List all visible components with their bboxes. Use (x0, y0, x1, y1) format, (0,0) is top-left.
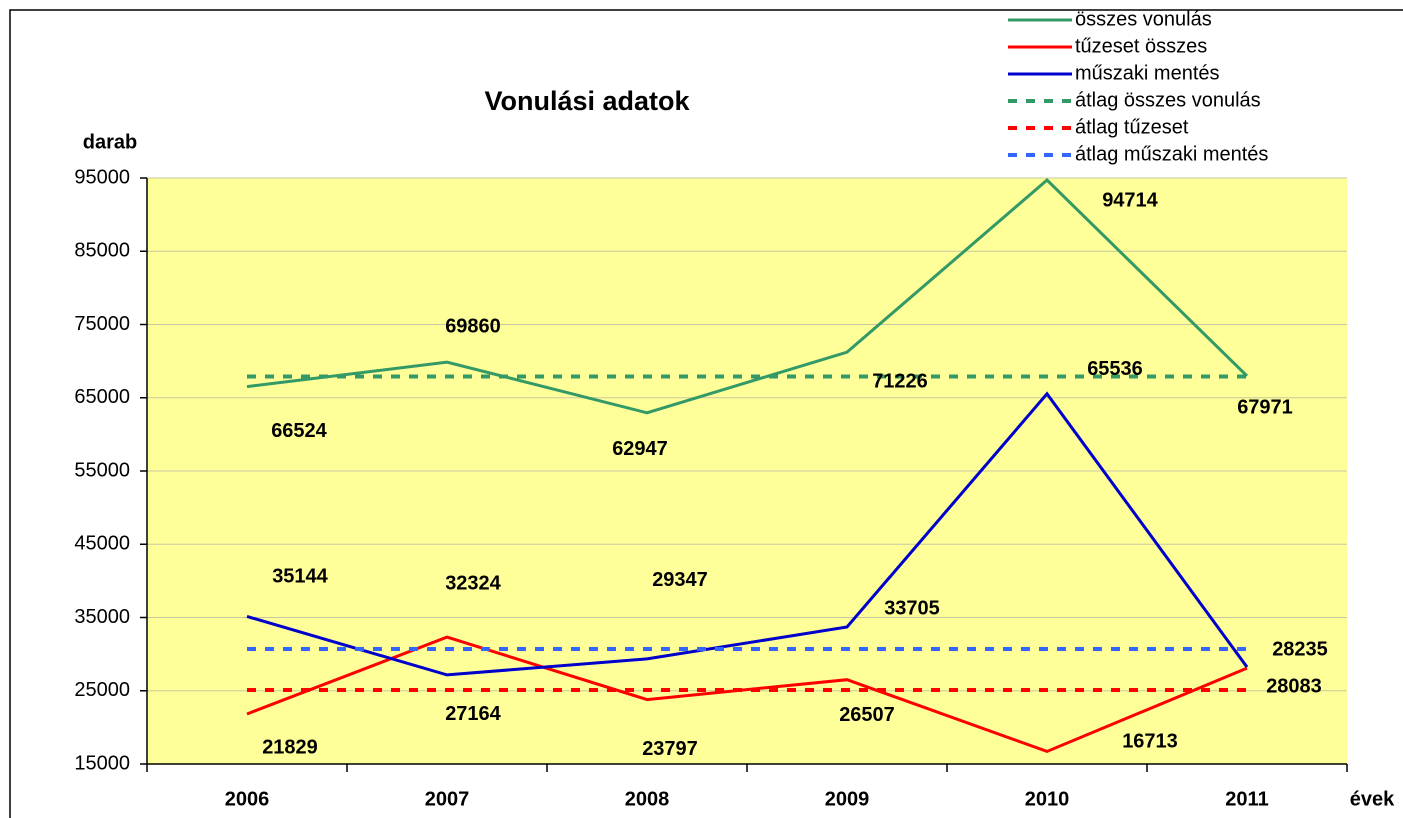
data-label: 21829 (262, 736, 318, 758)
y-tick-label: 75000 (74, 313, 130, 335)
y-tick-label: 55000 (74, 459, 130, 481)
legend-label: átlag összes vonulás (1075, 89, 1261, 111)
data-label: 27164 (445, 703, 501, 725)
data-label: 23797 (642, 738, 698, 760)
y-tick-label: 15000 (74, 752, 130, 774)
y-tick-label: 35000 (74, 606, 130, 628)
series-line (246, 178, 1249, 415)
legend-label: műszaki mentés (1075, 62, 1220, 84)
data-label: 94714 (1102, 189, 1158, 211)
data-label: 28235 (1272, 638, 1328, 660)
data-label: 26507 (839, 704, 895, 726)
y-tick-label: 65000 (74, 386, 130, 408)
data-label: 32324 (445, 572, 501, 594)
x-tick-label: 2011 (1225, 788, 1268, 810)
legend-label: átlag tűzeset (1075, 116, 1189, 138)
data-label: 29347 (652, 569, 708, 591)
chart-title: Vonulási adatok (484, 86, 690, 116)
x-axis-label: évek (1350, 788, 1395, 810)
data-label: 65536 (1087, 358, 1143, 380)
series-line (246, 391, 1249, 677)
data-label: 69860 (445, 315, 501, 337)
chart-border (9, 9, 1403, 818)
x-tick-label: 2008 (625, 788, 670, 810)
data-label: 67971 (1237, 396, 1293, 418)
data-label: 33705 (884, 597, 940, 619)
x-tick-label: 2009 (825, 788, 870, 810)
data-label: 35144 (272, 566, 328, 588)
x-tick-label: 2006 (225, 788, 270, 810)
data-label: 16713 (1122, 731, 1178, 753)
y-tick-label: 45000 (74, 533, 130, 555)
legend-label: összes vonulás (1075, 8, 1212, 30)
legend-label: átlag műszaki mentés (1075, 143, 1268, 165)
y-axis-label: darab (83, 131, 137, 153)
data-label: 71226 (872, 370, 928, 392)
y-tick-label: 85000 (74, 240, 130, 262)
y-tick-label: 25000 (74, 679, 130, 701)
legend-label: tűzeset összes (1075, 35, 1207, 57)
x-tick-label: 2007 (425, 788, 470, 810)
y-tick-label: 95000 (74, 166, 130, 188)
x-tick-label: 2010 (1025, 788, 1070, 810)
data-label: 66524 (271, 420, 327, 442)
data-label: 28083 (1266, 675, 1322, 697)
data-label: 62947 (612, 438, 668, 460)
